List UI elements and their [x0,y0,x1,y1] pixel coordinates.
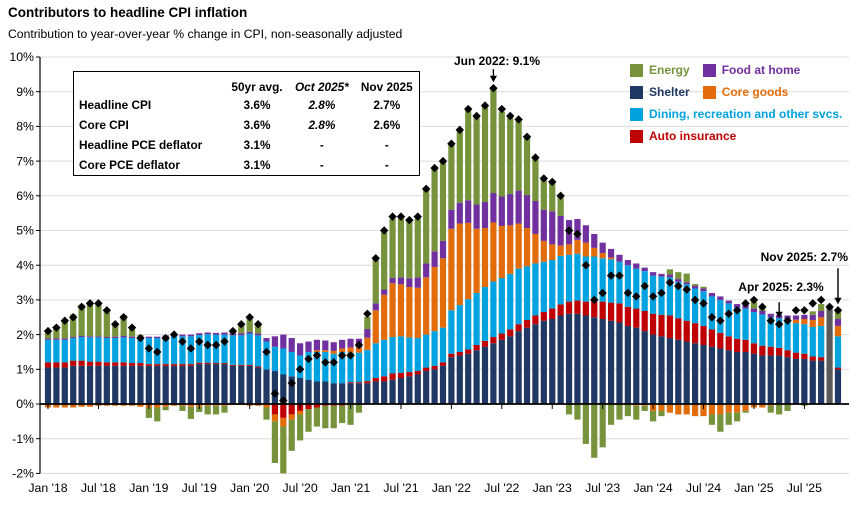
svg-text:1%: 1% [16,363,34,377]
svg-text:2%: 2% [16,328,34,342]
cell-value: - [384,138,389,152]
svg-text:Jul '19: Jul '19 [182,481,217,495]
legend-item-shelter: Shelter [630,85,690,99]
legend-item-core-goods: Core goods [702,85,789,99]
cell-value: 3.6% [243,118,271,132]
cell-value: - [384,158,389,172]
svg-text:0%: 0% [16,397,34,411]
annotation-apr-2025: Apr 2025: 2.3% [738,280,824,294]
cell-value: - [319,138,324,152]
legend-label: Core goods [721,85,789,99]
food-at-home-swatch-icon [702,63,716,77]
row-label-headline-pce: Headline PCE deflator [79,138,203,152]
summary-col-oct2025: Oct 2025* [295,80,349,94]
shelter-swatch-icon [630,85,643,99]
page-title: Contributors to headline CPI inflation [8,5,248,20]
legend-label: Food at home [721,63,801,77]
svg-text:6%: 6% [16,189,34,203]
cell-value: 3.1% [243,158,271,172]
cell-value: 3.1% [243,138,271,152]
row-label-headline-cpi: Headline CPI [79,98,152,112]
annotation-jun-2022-peak: Jun 2022: 9.1% [453,54,541,68]
dining-swatch-icon [630,107,643,121]
svg-text:8%: 8% [16,120,34,134]
svg-text:Jan '24: Jan '24 [633,481,672,495]
legend-item-energy: Energy [630,63,690,77]
cell-value: - [319,158,324,172]
svg-text:7%: 7% [16,154,34,168]
svg-text:9%: 9% [16,85,34,99]
summary-table-header-row: 50yr avg. Oct 2025* Nov 2025 [74,72,420,96]
summary-col-nov2025: Nov 2025 [360,80,413,94]
table-row: Headline CPI 3.6% 2.8% 2.7% [74,95,420,115]
svg-text:Jan '19: Jan '19 [129,481,168,495]
svg-text:3%: 3% [16,293,34,307]
svg-text:Jan '23: Jan '23 [533,481,572,495]
svg-text:Jul '25: Jul '25 [787,481,822,495]
cell-value: 2.7% [373,98,401,112]
svg-text:-1%: -1% [12,432,34,446]
svg-text:Jan '20: Jan '20 [230,481,269,495]
page-subtitle: Contribution to year-over-year % change … [8,27,403,41]
cell-value: 2.8% [308,98,336,112]
svg-text:-2%: -2% [12,467,34,481]
svg-text:10%: 10% [9,50,34,64]
svg-text:Jul '21: Jul '21 [383,481,418,495]
summary-table: 50yr avg. Oct 2025* Nov 2025 Headline CP… [73,71,420,176]
cell-value: 2.8% [308,118,336,132]
legend-label: Energy [649,63,690,77]
core-goods-swatch-icon [702,85,716,99]
svg-text:Jan '22: Jan '22 [432,481,471,495]
svg-text:Jan '25: Jan '25 [734,481,773,495]
y-axis-labels: -2% -1% 0% 1% 2% 3% 4% 5% 6% 7% 8% 9% 10% [9,50,34,480]
legend-item-food-at-home: Food at home [702,63,801,77]
headline-cpi-markers [43,84,843,405]
legend-label: Dining, recreation and other svcs. [649,107,843,121]
summary-col-blank [74,72,226,96]
svg-text:Jul '24: Jul '24 [686,481,721,495]
svg-text:Jul '20: Jul '20 [283,481,318,495]
annotation-arrows [489,69,842,319]
x-axis-labels: Jan '18 Jul '18 Jan '19 Jul '19 Jan '20 Jul '… [28,481,822,495]
legend-label: Auto insurance [649,129,737,143]
row-label-core-cpi: Core CPI [79,118,129,132]
svg-text:Jul '23: Jul '23 [585,481,620,495]
svg-text:Jul '18: Jul '18 [81,481,116,495]
table-row: Core PCE deflator 3.1% - - [74,155,420,176]
svg-text:Jan '21: Jan '21 [331,481,370,495]
row-label-core-pce: Core PCE deflator [79,158,180,172]
svg-text:4%: 4% [16,258,34,272]
table-row: Headline PCE deflator 3.1% - - [74,135,420,155]
cell-value: 3.6% [243,98,271,112]
chart-legend: Energy Food at home Shelter Core goods D… [630,63,865,151]
annotation-nov-2025: Nov 2025: 2.7% [760,250,848,264]
auto-insurance-swatch-icon [630,129,643,143]
legend-item-dining: Dining, recreation and other svcs. [630,107,842,121]
legend-item-auto-insurance: Auto insurance [630,129,736,143]
energy-swatch-icon [630,63,643,77]
legend-label: Shelter [649,85,690,99]
table-row: Core CPI 3.6% 2.8% 2.6% [74,115,420,135]
svg-text:Jan '18: Jan '18 [28,481,67,495]
cell-value: 2.6% [373,118,401,132]
svg-text:Jul '22: Jul '22 [484,481,519,495]
summary-col-50yr: 50yr avg. [231,80,283,94]
svg-text:5%: 5% [16,224,34,238]
